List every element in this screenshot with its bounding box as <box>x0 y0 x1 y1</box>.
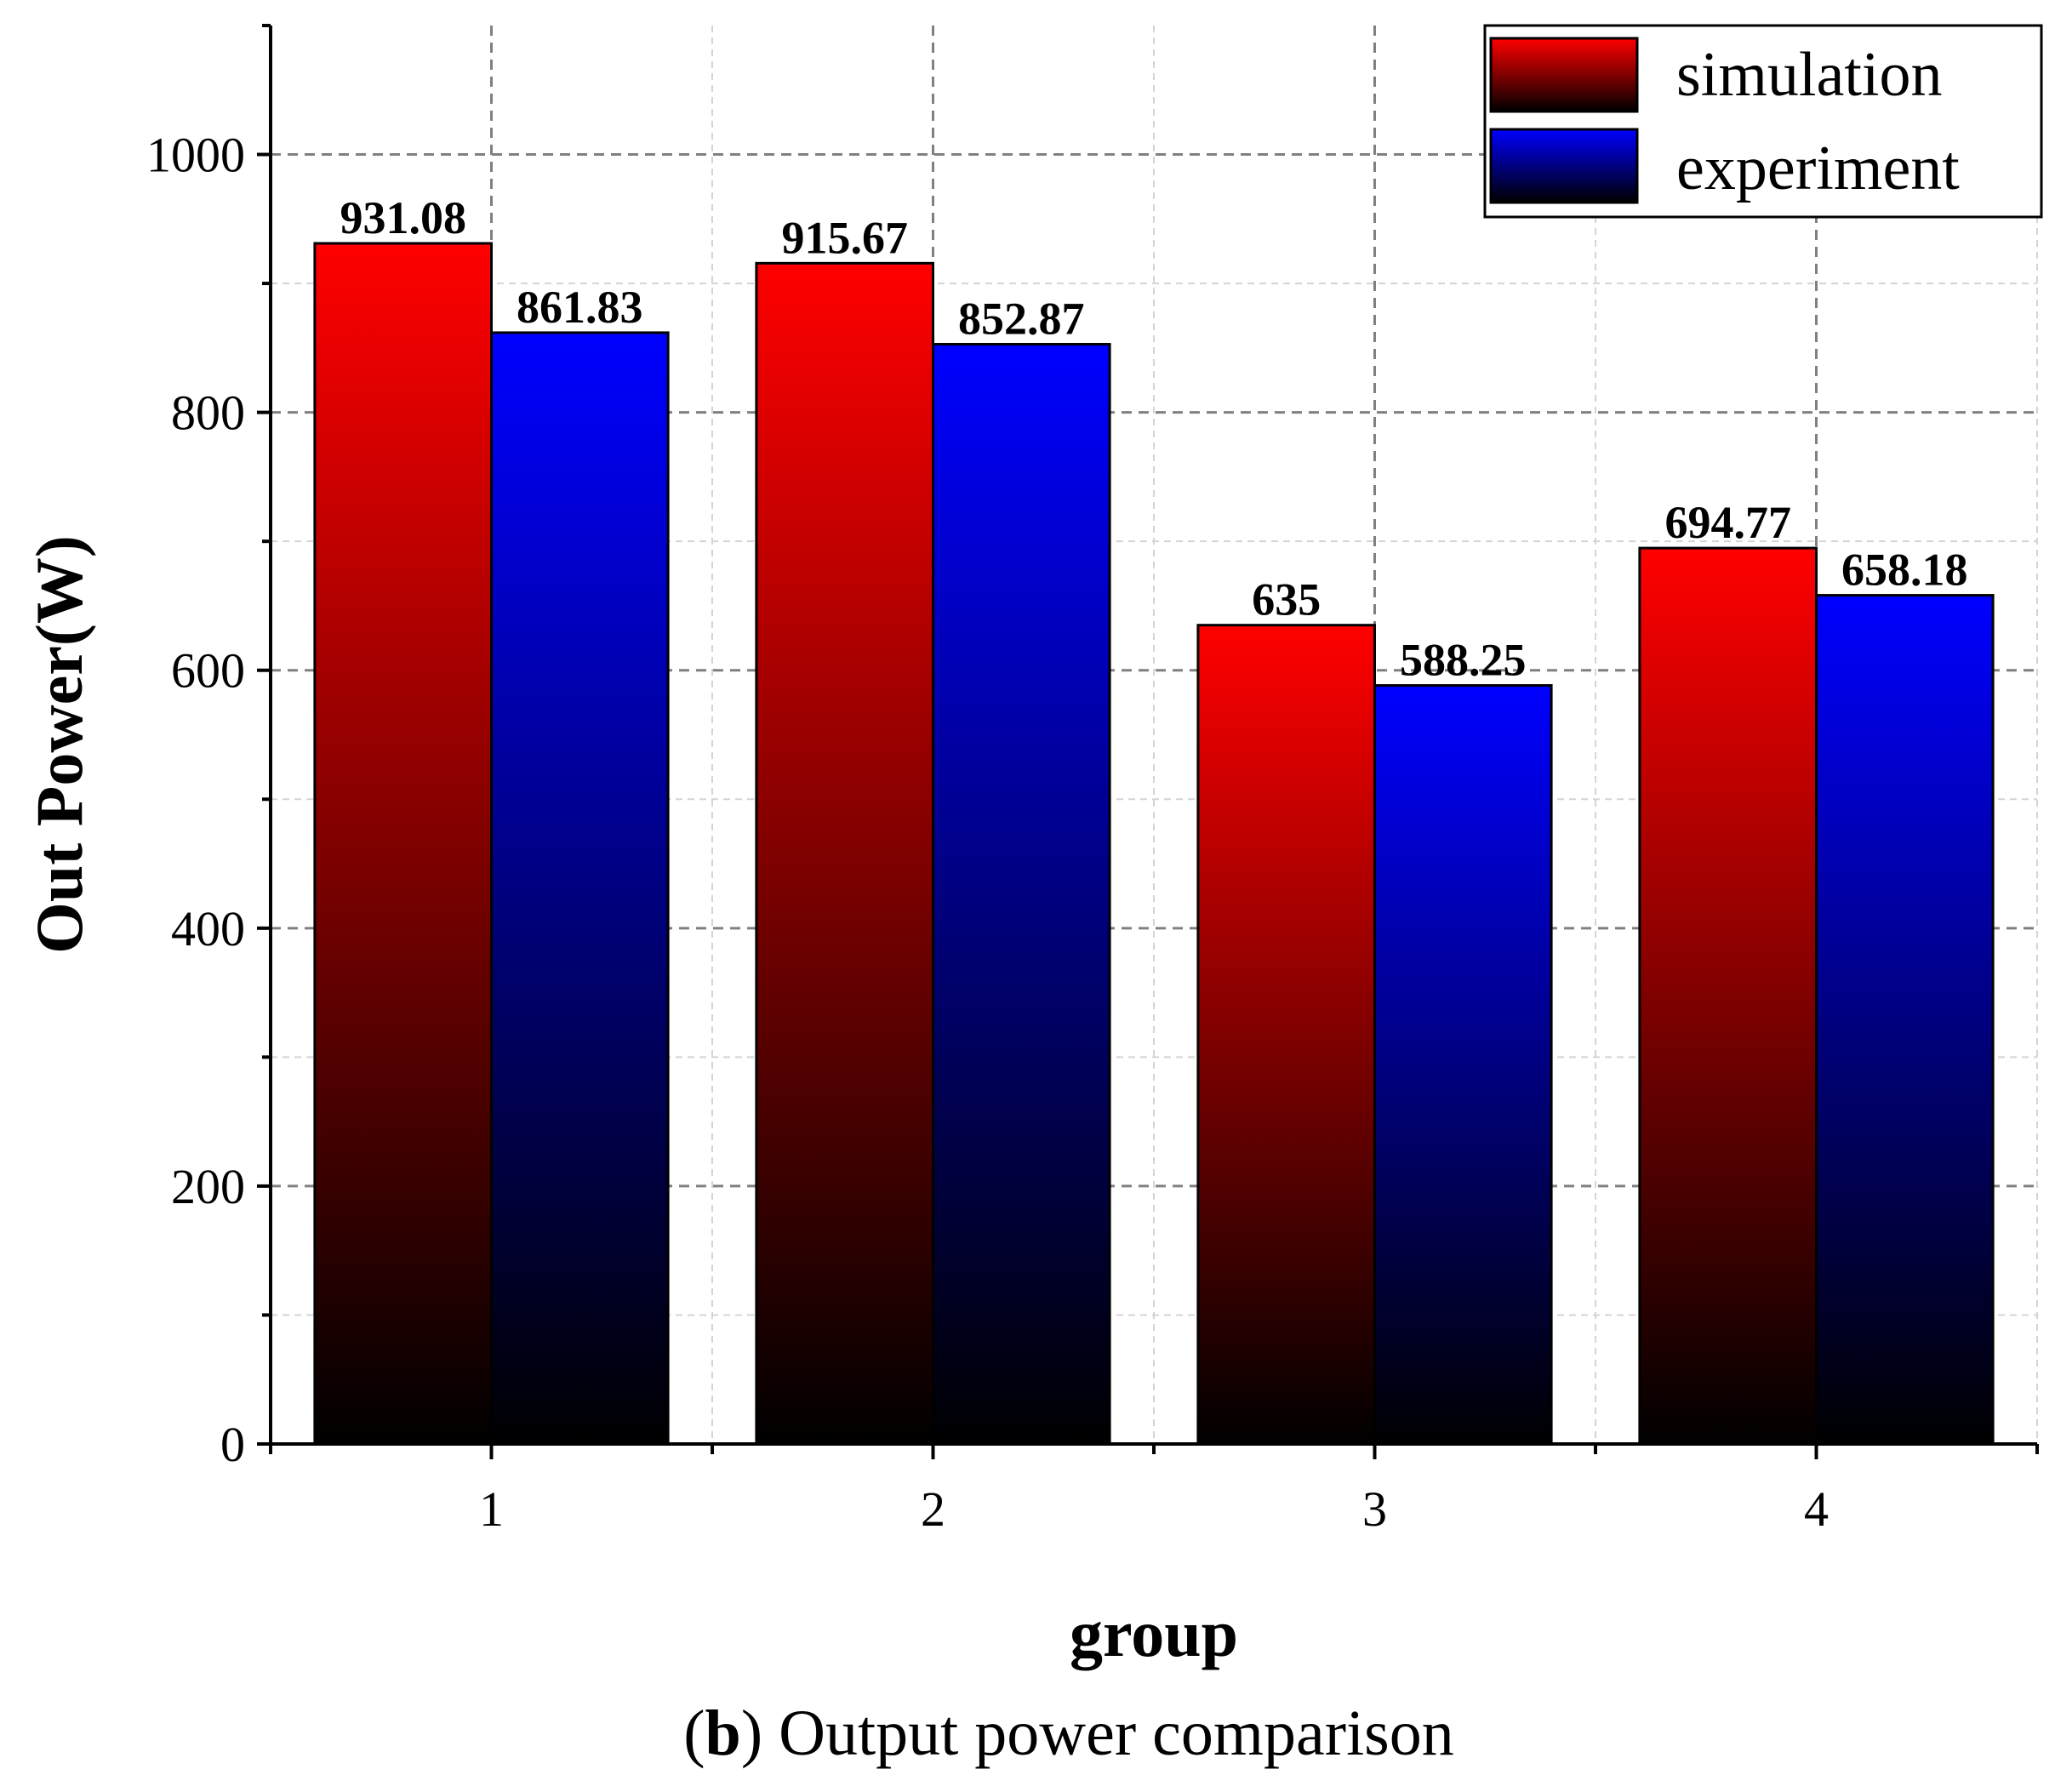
x-tick-label-3: 3 <box>1362 1481 1387 1537</box>
figure-caption: (b) Output power comparison <box>683 1698 1454 1769</box>
bars <box>313 242 1995 1446</box>
x-tick-label-4: 4 <box>1804 1481 1829 1537</box>
caption-letter: b <box>705 1698 741 1769</box>
value-label-simulation-group-2: 915.67 <box>781 212 908 263</box>
value-label-experiment-group-2: 852.87 <box>958 294 1085 345</box>
y-tick-label-1000: 1000 <box>146 128 245 183</box>
value-label-simulation-group-1: 931.08 <box>340 192 466 243</box>
y-tick-label-0: 0 <box>220 1417 245 1472</box>
legend-label-simulation: simulation <box>1676 40 1942 110</box>
bar-simulation-group-4 <box>1638 546 1818 1446</box>
x-axis-title: group <box>1070 1596 1238 1670</box>
caption-text: ) Output power comparison <box>741 1698 1454 1769</box>
bar-simulation-group-2 <box>755 261 935 1446</box>
y-tick-label-400: 400 <box>171 901 245 956</box>
bar-simulation-group-1 <box>313 242 493 1446</box>
y-tick-label-800: 800 <box>171 385 245 441</box>
bar-simulation-group-3 <box>1196 624 1377 1446</box>
bar-experiment-group-1 <box>490 331 670 1446</box>
value-labels: 931.08 861.83 915.67 852.87 635 588.25 694.77 6… <box>340 192 1967 686</box>
bar-experiment-group-2 <box>932 343 1111 1446</box>
x-tick-label-2: 2 <box>921 1481 945 1537</box>
legend-swatch-simulation <box>1489 37 1639 113</box>
legend-swatch-experiment <box>1489 128 1639 204</box>
caption-open-paren: ( <box>683 1698 705 1769</box>
x-tick-label-1: 1 <box>479 1481 504 1537</box>
value-label-experiment-group-3: 588.25 <box>1400 635 1527 686</box>
value-label-simulation-group-3: 635 <box>1252 574 1321 625</box>
legend: simulation experiment <box>1483 24 2043 219</box>
y-tick-label-200: 200 <box>171 1159 245 1214</box>
axes: 0 200 400 600 800 1000 1 2 3 4 <box>146 24 2039 1537</box>
value-label-experiment-group-4: 658.18 <box>1841 545 1968 596</box>
bar-experiment-group-3 <box>1373 684 1553 1446</box>
y-axis-title: Out Power(W) <box>22 535 96 954</box>
value-label-simulation-group-4: 694.77 <box>1664 497 1791 548</box>
y-tick-label-600: 600 <box>171 643 245 699</box>
legend-label-experiment: experiment <box>1676 134 1960 203</box>
bar-experiment-group-4 <box>1815 594 1995 1446</box>
value-label-experiment-group-1: 861.83 <box>517 282 643 333</box>
